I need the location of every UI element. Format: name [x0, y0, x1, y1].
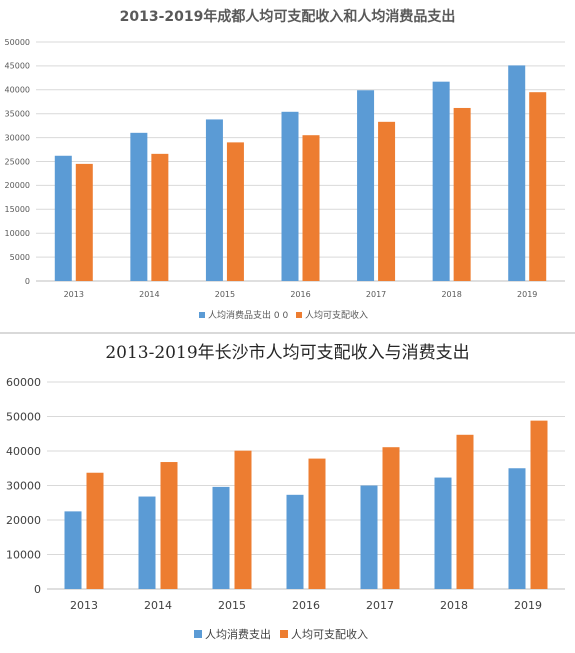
x-tick-label: 2016	[290, 290, 310, 299]
bar-spending-2019	[508, 65, 526, 281]
changsha-chart: 2013-2019年长沙市人均可支配收入与消费支出 0 10000 20000 3000…	[6, 343, 565, 641]
bar-income-2013	[75, 163, 93, 281]
x-tick-label: 2017	[366, 290, 386, 299]
bar-income-2019	[530, 420, 548, 589]
legend-label: 人均可支配收入	[291, 627, 368, 641]
x-tick-label: 2018	[441, 290, 461, 299]
y-tick-label: 60000	[6, 376, 41, 389]
legend-label: 人均消费支出	[205, 627, 271, 641]
bar-income-2017	[378, 121, 396, 282]
bar-spending-2016	[286, 494, 304, 589]
bar-income-2013	[86, 472, 104, 589]
x-tick-label: 2013	[64, 290, 84, 299]
x-tick-label: 2015	[215, 290, 235, 299]
y-tick-label: 50000	[6, 410, 41, 423]
y-tick-label: 40000	[5, 86, 30, 95]
y-tick-label: 0	[34, 583, 41, 596]
bar-income-2019	[529, 92, 547, 281]
y-tick-label: 5000	[10, 253, 30, 262]
chart-title: 2013-2019年长沙市人均可支配收入与消费支出	[105, 343, 469, 363]
x-tick-label: 2018	[440, 599, 468, 612]
bar-spending-2019	[508, 468, 526, 589]
bar-income-2015	[226, 142, 244, 281]
bar-spending-2014	[138, 496, 156, 589]
y-tick-label: 40000	[6, 445, 41, 458]
bar-spending-2013	[64, 511, 82, 589]
bar-spending-2018	[432, 81, 450, 281]
x-tick-label: 2013	[70, 599, 98, 612]
bar-spending-2013	[54, 155, 72, 281]
bar-spending-2017	[360, 485, 378, 589]
changsha-chart-panel: 2013-2019年长沙市人均可支配收入与消费支出 0 10000 20000 3000…	[0, 334, 575, 653]
bar-spending-2015	[205, 119, 223, 281]
bar-spending-2014	[130, 132, 148, 281]
x-tick-label: 2019	[514, 599, 542, 612]
y-tick-label: 45000	[5, 62, 30, 71]
y-tick-label: 50000	[5, 38, 30, 47]
bar-spending-2017	[357, 90, 375, 281]
legend-swatch	[296, 312, 302, 318]
y-tick-label: 20000	[5, 181, 30, 190]
y-tick-label: 10000	[5, 229, 30, 238]
chengdu-chart-panel: 2013-2019年成都人均可支配收入和人均消费品支出 0 5000 10000 150…	[4, 8, 565, 321]
x-tick-label: 2016	[292, 599, 320, 612]
chengdu-chart: 2013-2019年成都人均可支配收入和人均消费品支出 0 5000 10000 150…	[5, 8, 565, 321]
y-tick-label: 20000	[6, 514, 41, 527]
x-tick-label: 2015	[218, 599, 246, 612]
y-tick-label: 0	[25, 277, 30, 286]
x-tick-label: 2019	[517, 290, 537, 299]
bar-income-2018	[456, 434, 474, 589]
bar-income-2018	[453, 107, 471, 282]
bar-spending-2016	[281, 111, 299, 282]
bar-spending-2015	[212, 486, 230, 589]
y-tick-label: 30000	[6, 479, 41, 492]
y-tick-label: 25000	[5, 157, 30, 166]
panel-divider	[0, 332, 575, 334]
legend-swatch	[199, 312, 205, 318]
legend-label: 人均可支配收入	[305, 309, 368, 321]
bar-income-2016	[302, 135, 320, 281]
y-tick-label: 15000	[5, 205, 30, 214]
y-tick-label: 10000	[6, 548, 41, 561]
legend-swatch	[194, 630, 202, 638]
y-tick-label: 30000	[5, 133, 30, 142]
x-tick-label: 2014	[144, 599, 172, 612]
bar-income-2017	[382, 447, 400, 589]
x-tick-label: 2017	[366, 599, 394, 612]
x-tick-label: 2014	[139, 290, 159, 299]
bar-income-2014	[160, 462, 178, 589]
bar-income-2014	[151, 153, 169, 281]
bar-income-2015	[234, 450, 252, 589]
bar-spending-2018	[434, 477, 452, 589]
y-tick-label: 35000	[5, 110, 30, 119]
chart-title: 2013-2019年成都人均可支配收入和人均消费品支出	[120, 8, 456, 25]
legend-swatch	[280, 630, 288, 638]
legend-label: 人均消费品支出 0 0	[208, 309, 288, 321]
bar-income-2016	[308, 458, 326, 589]
